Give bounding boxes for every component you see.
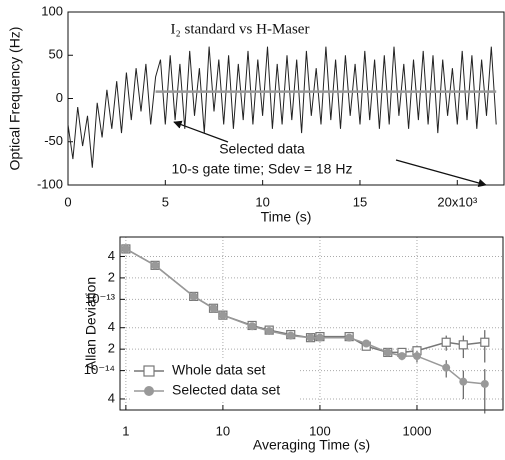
y-tick-label: 4 [108, 248, 115, 263]
marker [441, 337, 451, 347]
marker [121, 244, 130, 253]
marker [345, 333, 354, 342]
x-tick-label: 0 [64, 194, 71, 209]
marker [459, 377, 468, 386]
x-tick-label: 20x10³ [437, 194, 477, 209]
marker [248, 322, 257, 331]
x-tick-label: 15 [353, 194, 367, 209]
x-axis-label: Averaging Time (s) [253, 437, 370, 453]
arrow [173, 120, 229, 143]
legend-label: Whole data set [172, 362, 265, 378]
marker [480, 379, 489, 388]
x-tick-label: 10 [255, 194, 269, 209]
legend-label: Selected data set [172, 382, 280, 398]
y-axis-label: Optical Frequency (Hz) [7, 27, 23, 171]
data-line [67, 46, 497, 168]
marker [209, 304, 218, 313]
y-tick-label: 100 [41, 3, 63, 18]
chart-title: I₂ standard vs H-Maser [171, 21, 310, 37]
x-tick-label: 10 [216, 423, 230, 438]
marker [442, 363, 451, 372]
y-axis-label: Allan Deviation [83, 277, 99, 370]
x-axis-label: Time (s) [261, 209, 312, 225]
y-tick-label: 0 [56, 90, 63, 105]
marker [218, 311, 227, 320]
marker [480, 337, 490, 347]
marker [397, 352, 406, 361]
marker [265, 326, 274, 335]
legend-marker [143, 365, 155, 377]
x-tick-label: 100 [309, 423, 331, 438]
x-tick-label: 5 [162, 194, 169, 209]
y-tick-label: -50 [44, 133, 63, 148]
annotation: 10-s gate time; Sdev = 18 Hz [172, 161, 353, 177]
marker [383, 348, 392, 357]
annotation: Selected data [219, 141, 305, 157]
arrow [395, 159, 487, 188]
marker [306, 333, 315, 342]
y-tick-label: 2 [108, 269, 115, 284]
legend-marker [144, 386, 154, 396]
y-tick-label: -100 [37, 176, 63, 191]
marker [151, 261, 160, 270]
y-tick-label: 10⁻¹⁴ [84, 362, 115, 377]
marker [362, 339, 371, 348]
marker [458, 340, 468, 350]
y-tick-label: 4 [108, 319, 115, 334]
x-tick-label: 1000 [403, 423, 432, 438]
y-tick-label: 50 [49, 47, 63, 62]
plot-frame [119, 236, 504, 411]
marker [315, 333, 324, 342]
marker [412, 352, 421, 361]
legend-box [130, 360, 300, 402]
y-tick-label: 4 [108, 390, 115, 405]
y-tick-label: 2 [108, 341, 115, 356]
plot-frame [67, 11, 505, 186]
y-tick-label: 10⁻¹³ [85, 291, 116, 306]
marker [286, 331, 295, 340]
marker [189, 292, 198, 301]
x-tick-label: 1 [122, 423, 129, 438]
